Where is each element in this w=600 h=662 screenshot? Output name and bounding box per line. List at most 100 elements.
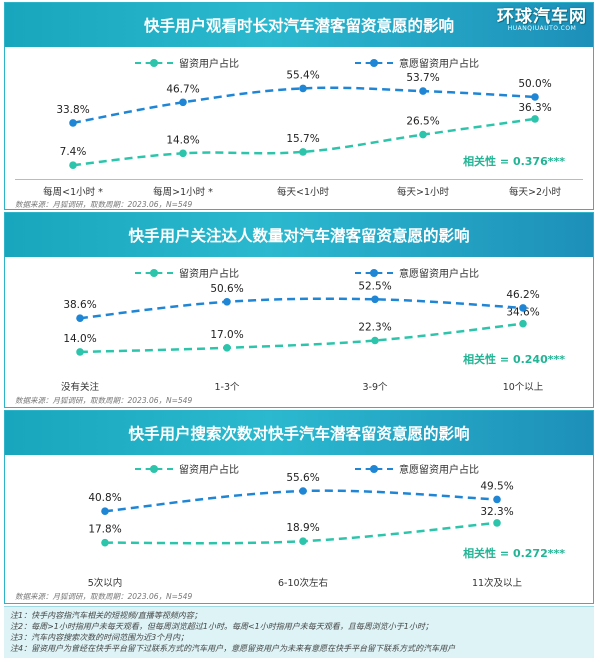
line-chart-watch-time: 7.4% 14.8% 15.7% 26.5% 36.3% 33.8% 46.7% 55.4% 5… [56, 69, 552, 169]
legend-label-series-b: 意愿留资用户占比 [399, 269, 479, 280]
data-label: 34.6% [506, 307, 539, 319]
legend-item-series-a: 留资用户占比 [135, 55, 239, 70]
x-tick-label: 每天>2小时 [508, 187, 562, 198]
chart-title: 快手用户搜索次数对快手汽车潜客留资意愿的影响 [5, 411, 593, 455]
data-point [371, 295, 379, 304]
chart-panel-watch-time: 快手用户观看时长对汽车潜客留资意愿的影响 留资用户占比 意愿留资用户占比 7.4… [4, 2, 594, 210]
data-point [69, 119, 77, 127]
series-line-a [79, 322, 524, 354]
data-label: 55.6% [286, 473, 319, 484]
series-line-b [79, 297, 524, 320]
line-chart-search-count: 17.8% 18.9% 32.3% 40.8% 55.6% 49.5% [88, 473, 514, 547]
legend-swatch-series-b [355, 58, 393, 67]
data-point [419, 130, 427, 139]
data-point [101, 538, 109, 547]
x-tick-label: 6-10次左右 [277, 578, 329, 589]
data-source: 数据来源：月狐调研，取数周期：2023.06，N=549 [15, 200, 193, 209]
x-tick-label: 没有关注 [60, 382, 100, 393]
legend-swatch-series-b [355, 268, 393, 277]
x-tick-label: 5次以内 [87, 578, 123, 589]
chart-title: 快手用户观看时长对汽车潜客留资意愿的影响 [5, 3, 593, 47]
x-tick-label: 每周>1小时 * [153, 187, 213, 198]
data-label: 55.4% [286, 69, 319, 81]
data-label: 22.3% [358, 322, 391, 334]
footnotes: 注1：快手内容指汽车相关的短视频/直播等视频内容； 注2：每周>1小时指用户未每… [4, 606, 594, 658]
data-label: 50.6% [210, 283, 243, 295]
x-axis-categories: 5次以内 6-10次左右 11次及以上 [5, 575, 593, 589]
legend-label-series-a: 留资用户占比 [179, 59, 239, 70]
legend-item-series-b: 意愿留资用户占比 [355, 55, 479, 70]
footnote: 注2：每周>1小时指用户未每天观看，但每周浏览超过1小时。每周<1小时指用户未每… [10, 622, 433, 631]
x-tick-label: 1-3个 [214, 382, 240, 393]
legend-item-series-b: 意愿留资用户占比 [355, 461, 479, 476]
data-label: 33.8% [56, 104, 89, 116]
chart-title: 快手用户关注达人数量对汽车潜客留资意愿的影响 [5, 213, 593, 257]
footnote: 注4：留资用户为曾经在快手平台留下过联系方式的汽车用户，意愿留资用户为未来有意愿… [10, 644, 456, 653]
legend-item-series-a: 留资用户占比 [135, 461, 239, 476]
x-axis-categories: 没有关注 1-3个 3-9个 10个以上 [5, 379, 593, 393]
legend-swatch-series-b [355, 464, 393, 473]
data-label: 50.0% [518, 78, 551, 90]
chart-panel-search-count: 快手用户搜索次数对快手汽车潜客留资意愿的影响 留资用户占比 意愿留资用户占比 1… [4, 410, 594, 604]
legend-label-series-a: 留资用户占比 [179, 465, 239, 476]
data-source: 数据来源：月狐调研，取数周期：2023.06，N=549 [15, 592, 193, 601]
x-tick-label: 11次及以上 [471, 578, 523, 589]
x-tick-label: 3-9个 [362, 382, 388, 393]
data-label: 26.5% [406, 116, 439, 128]
line-chart-followed-creators: 14.0% 17.0% 22.3% 34.6% 38.6% 50.6% 52.5% 46.2% [63, 280, 540, 356]
x-axis-line [15, 179, 583, 180]
data-point [179, 98, 187, 107]
footnote: 注1：快手内容指汽车相关的短视频/直播等视频内容； [10, 611, 202, 620]
data-point [531, 115, 539, 123]
legend-swatch-series-a [135, 268, 173, 277]
series-line-b [72, 86, 536, 125]
data-point [299, 84, 307, 93]
data-label: 46.7% [166, 83, 199, 95]
watermark-logo: 环球汽车网 HUANQIUAUTO.COM [497, 9, 587, 32]
legend-item-series-a: 留资用户占比 [135, 265, 239, 280]
x-tick-label: 每周<1小时 * [43, 187, 103, 198]
legend-label-series-b: 意愿留资用户占比 [399, 465, 479, 476]
data-label: 14.0% [63, 333, 96, 345]
data-point [101, 507, 109, 515]
legend-swatch-series-a [135, 464, 173, 473]
data-point [223, 298, 231, 306]
data-point [299, 487, 307, 495]
data-label: 17.0% [210, 329, 243, 341]
x-tick-label: 每天<1小时 [276, 187, 330, 198]
data-point [493, 519, 501, 527]
footnote: 注3：汽车内容搜索次数的时间范围为近3个月内； [10, 633, 189, 642]
chart-panel-followed-creators: 快手用户关注达人数量对汽车潜客留资意愿的影响 留资用户占比 意愿留资用户占比 1… [4, 212, 594, 408]
watermark-main: 环球汽车网 [497, 7, 587, 27]
data-point [419, 87, 427, 95]
data-label: 38.6% [63, 299, 96, 311]
x-tick-label: 10个以上 [502, 382, 544, 393]
correlation-label: 相关性 = 0.272*** [463, 547, 565, 560]
data-label: 49.5% [480, 480, 513, 492]
x-tick-label: 每天>1小时 [396, 187, 450, 198]
data-point [69, 161, 77, 169]
watermark-sub: HUANQIUAUTO.COM [507, 25, 577, 32]
data-label: 17.8% [88, 524, 121, 536]
data-point [76, 314, 84, 322]
data-label: 7.4% [60, 146, 87, 158]
data-point [531, 93, 539, 101]
correlation-label: 相关性 = 0.240*** [463, 353, 565, 366]
data-label: 36.3% [518, 102, 551, 114]
data-label: 52.5% [358, 280, 391, 292]
data-label: 53.7% [406, 72, 439, 84]
data-point [493, 495, 501, 504]
data-point [519, 319, 527, 328]
legend-item-series-b: 意愿留资用户占比 [355, 265, 479, 280]
data-label: 40.8% [88, 492, 121, 504]
data-point [519, 304, 527, 312]
data-point [299, 148, 307, 156]
data-label: 14.8% [166, 134, 199, 146]
data-point [179, 149, 187, 158]
data-source: 数据来源：月狐调研，取数周期：2023.06，N=549 [15, 396, 193, 405]
x-axis-categories: 每周<1小时 * 每周>1小时 * 每天<1小时 每天>1小时 每天>2小时 [5, 184, 593, 198]
legend-swatch-series-a [135, 58, 173, 67]
data-point [299, 537, 307, 545]
data-label: 46.2% [506, 289, 539, 301]
data-label: 32.3% [480, 506, 513, 518]
